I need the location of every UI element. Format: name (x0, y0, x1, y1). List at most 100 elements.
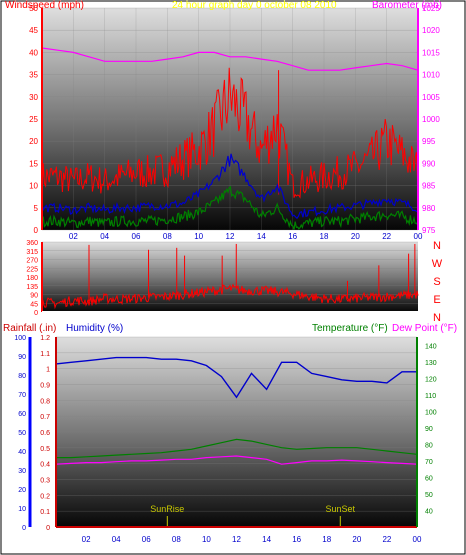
x-tick-label: 20 (351, 232, 360, 241)
windspeed-tick-label: 45 (29, 26, 38, 35)
x-tick-label: 14 (257, 232, 266, 241)
x-tick-label: 04 (100, 232, 109, 241)
compass-label: N (433, 240, 441, 252)
temperature-series (56, 438, 418, 459)
windspeed-axis-title: Windspeed (mph) (5, 0, 84, 11)
barometer-tick-label: 1000 (422, 115, 440, 124)
temperature-tick-label: 80 (425, 442, 433, 449)
x-tick-label: 20 (352, 535, 361, 544)
barometer-tick-label: 995 (422, 137, 436, 146)
rainfall-tick-label: 0.6 (40, 430, 50, 437)
sun-annotation-label: SunSet (326, 504, 356, 514)
x-tick-label: 18 (322, 535, 331, 544)
rainfall-tick-label: 0.9 (40, 383, 50, 390)
rainfall-tick-label: 1.1 (40, 351, 50, 358)
temperature-tick-label: 130 (425, 360, 437, 367)
compass-label: E (433, 294, 440, 306)
rainfall-tick-label: 0.8 (40, 398, 50, 405)
windspeed-tick-label: 50 (29, 4, 38, 13)
direction-tick-label: 180 (26, 275, 38, 282)
temperature-tick-label: 140 (425, 343, 437, 350)
temperature-tick-label: 110 (425, 393, 436, 400)
temperature-tick-label: 50 (425, 492, 433, 499)
direction-tick-label: 225 (26, 266, 38, 273)
humidity-panel-grid (56, 336, 417, 528)
humidity-tick-label: 80 (18, 373, 26, 380)
direction-tick-label: 270 (26, 258, 38, 265)
compass-label: S (433, 276, 440, 288)
rainfall-tick-label: 0.4 (40, 462, 50, 469)
temperature-tick-label: 120 (425, 376, 437, 383)
direction-tick-label: 315 (26, 249, 38, 256)
windspeed-tick-label: 30 (29, 93, 38, 102)
windspeed-tick-label: 40 (29, 48, 38, 57)
temperature-tick-label: 70 (425, 459, 433, 466)
temperature-tick-label: 60 (425, 475, 433, 482)
rainfall-tick-label: 0.1 (40, 509, 50, 516)
humidity-tick-label: 70 (18, 392, 26, 399)
humidity-tick-label: 20 (18, 487, 26, 494)
dewpoint-axis-title: Dew Point (°F) (392, 323, 457, 334)
rainfall-axis-title: Rainfall (.in) (3, 323, 56, 334)
x-tick-label: 22 (382, 535, 391, 544)
temperature-tick-label: 40 (425, 508, 433, 515)
humidity-axis-title: Humidity (%) (66, 323, 123, 334)
humidity-tick-label: 30 (18, 468, 26, 475)
x-tick-label: 10 (194, 232, 203, 241)
x-tick-label: 04 (112, 535, 121, 544)
barometer-tick-label: 985 (422, 182, 436, 191)
windspeed-tick-label: 5 (34, 204, 39, 213)
barometer-axis-title: Barometer (mb) (372, 0, 442, 11)
wind-panel-axes: 0510152025303540455097598098599099510001… (29, 4, 440, 241)
x-tick-label: 08 (172, 535, 181, 544)
wind-gust-series (41, 67, 419, 199)
compass-label: W (432, 258, 443, 270)
humidity-tick-label: 50 (18, 430, 26, 437)
wind-panel-marks (41, 47, 419, 230)
wind-min-series (41, 185, 419, 230)
windspeed-tick-label: 35 (29, 71, 38, 80)
compass-label: N (433, 312, 441, 324)
humidity-panel-axes: 0 0.1 0.2 0.3 0.4 0.5 0.6 0.7 0.8 0.9 1 1.1 1.2 0 10 20… (14, 335, 436, 544)
wind-panel-grid (42, 7, 419, 231)
x-tick-label: 22 (382, 232, 391, 241)
barometer-tick-label: 1015 (422, 48, 440, 57)
direction-panel-marks (41, 243, 419, 310)
windspeed-tick-label: 10 (29, 182, 38, 191)
humidity-panel-marks: SunRise SunSet (55, 356, 418, 528)
x-tick-label: 00 (413, 535, 422, 544)
barometer-tick-label: 980 (422, 204, 436, 213)
x-tick-label: 08 (163, 232, 172, 241)
x-tick-label: 18 (320, 232, 329, 241)
temperature-tick-label: 100 (425, 409, 437, 416)
rainfall-tick-label: 1 (46, 367, 50, 374)
x-tick-label: 02 (69, 232, 78, 241)
barometer-series (41, 47, 419, 71)
rainfall-tick-label: 0.3 (40, 478, 50, 485)
temperature-axis-title: Temperature (°F) (312, 323, 388, 334)
x-tick-label: 00 (414, 232, 423, 241)
x-tick-label: 12 (226, 232, 235, 241)
barometer-tick-label: 975 (422, 226, 436, 235)
x-tick-label: 16 (288, 232, 297, 241)
wind-direction-series (41, 283, 419, 310)
x-tick-label: 14 (262, 535, 271, 544)
x-tick-label: 16 (292, 535, 301, 544)
windspeed-tick-label: 15 (29, 159, 38, 168)
humidity-tick-label: 100 (14, 335, 26, 342)
humidity-tick-label: 10 (18, 506, 26, 513)
sun-annotation-label: SunRise (150, 504, 184, 514)
direction-tick-label: 360 (26, 240, 38, 247)
x-tick-label: 12 (232, 535, 241, 544)
x-tick-label: 06 (132, 232, 141, 241)
dewpoint-series (55, 455, 418, 465)
direction-tick-label: 45 (30, 301, 38, 308)
rainfall-tick-label: 0.2 (40, 493, 50, 500)
barometer-tick-label: 1025 (422, 4, 440, 13)
rainfall-tick-label: 0.5 (40, 446, 50, 453)
chart-title: 24 hour graph day 0 october 08 2010 (172, 0, 337, 11)
